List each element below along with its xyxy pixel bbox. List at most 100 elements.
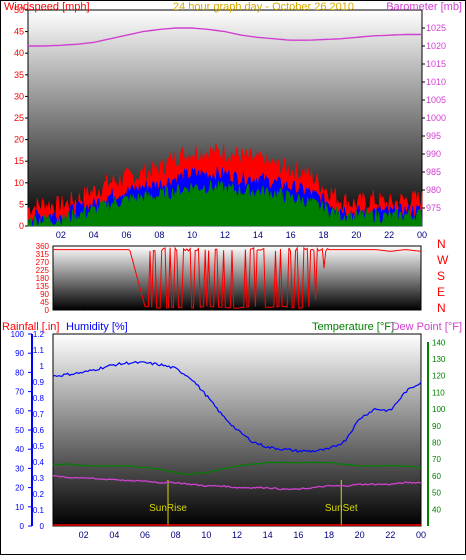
barometer-tick-label: 995 [426,131,441,141]
rainfall-tick-label: 0.4 [33,458,45,467]
bottom-x-tick-label: 20 [355,530,365,540]
barometer-tick-label: 980 [426,185,441,195]
barometer-tick-label: 1005 [426,95,446,105]
compass-direction-label: W [437,253,449,267]
rainfall-tick-label: 1.2 [33,330,45,339]
temperature-tick-label: 50 [432,489,441,498]
chart-title: 24 hour graph day - October 26 2010 [173,1,354,13]
bottom-x-tick-label: 10 [201,530,211,540]
top-x-tick-label: 12 [220,230,230,240]
humidity-tick-label: 50 [15,426,24,435]
direction-tick-label: 180 [36,274,50,283]
temperature-tick-label: 110 [432,388,445,397]
windspeed-tick-label: 45 [14,27,24,37]
humidity-tick-label: 60 [15,407,24,416]
windspeed-tick-label: 50 [14,5,24,15]
windspeed-tick-label: 10 [14,178,24,188]
direction-tick-label: 270 [36,258,50,267]
top-x-tick-label: 10 [187,230,197,240]
temperature-tick-label: 100 [432,405,446,414]
windspeed-tick-label: 35 [14,70,24,80]
barometer-tick-label: 1025 [426,23,446,33]
barometer-tick-label: 1010 [426,77,446,87]
rainfall-axis-label: Rainfall [.in] [2,321,59,333]
humidity-tick-label: 10 [15,503,24,512]
humidity-line [52,360,422,454]
compass-direction-label: E [437,285,445,299]
compass-direction-label: S [437,269,445,283]
top-x-tick-label: 14 [253,230,263,240]
humidity-tick-label: 0 [20,522,25,531]
direction-tick-label: 90 [40,290,49,299]
humidity-tick-label: 100 [11,330,25,339]
bottom-x-tick-label: 06 [140,530,150,540]
rainfall-tick-label: 0.1 [33,506,45,515]
bottom-x-tick-label: 04 [109,530,119,540]
top-x-tick-label: 02 [56,230,66,240]
temperature-tick-label: 130 [432,355,446,364]
barometer-axis-label: Barometer [mb] [386,1,462,13]
windspeed-tick-label: 40 [14,48,24,58]
direction-tick-label: 360 [36,242,50,251]
temperature-tick-label: 80 [432,439,441,448]
dewpoint-line [52,474,422,491]
bottom-x-tick-label: 22 [385,530,395,540]
humidity-tick-label: 20 [15,484,24,493]
sunrise-label: SunRise [149,503,187,514]
direction-tick-label: 0 [45,306,50,315]
rainfall-tick-label: 1.1 [33,346,45,355]
rainfall-tick-label: 0.3 [33,474,45,483]
barometer-tick-label: 1000 [426,113,446,123]
temperature-line [52,461,422,476]
rainfall-tick-label: 0.8 [33,394,45,403]
windspeed-tick-label: 20 [14,135,24,145]
top-x-tick-label: 08 [154,230,164,240]
wind-direction-plot-area [52,245,422,311]
top-x-tick-label: 06 [121,230,131,240]
rainfall-tick-label: 1 [40,362,45,371]
temperature-tick-label: 60 [432,472,441,481]
barometer-tick-label: 1015 [426,59,446,69]
rainfall-tick-label: 0.7 [33,410,45,419]
top-x-tick-label: 00 [417,230,427,240]
temperature-tick-label: 70 [432,455,441,464]
dewpoint-axis-label: Dew Point [°F] [392,321,462,333]
direction-tick-label: 225 [36,266,50,275]
windspeed-tick-label: 30 [14,91,24,101]
bottom-x-tick-label: 08 [171,530,181,540]
top-x-tick-label: 18 [318,230,328,240]
temperature-tick-label: 90 [432,422,441,431]
humidity-tick-label: 80 [15,368,24,377]
direction-tick-label: 45 [40,298,49,307]
compass-direction-label: N [437,237,446,251]
bottom-x-tick-label: 16 [293,530,303,540]
bottom-x-tick-label: 14 [263,530,273,540]
bottom-x-tick-label: 02 [79,530,89,540]
barometer-tick-label: 990 [426,149,441,159]
humidity-axis-label: Humidity [%] [66,321,128,333]
humidity-tick-label: 30 [15,464,24,473]
windspeed-tick-label: 5 [19,199,24,209]
humidity-tick-label: 90 [15,349,24,358]
rainfall-tick-label: 0.9 [33,378,45,387]
direction-tick-label: 135 [36,282,50,291]
bottom-x-tick-label: 00 [416,530,426,540]
temperature-tick-label: 120 [432,372,446,381]
top-x-tick-label: 20 [351,230,361,240]
windspeed-tick-label: 0 [19,221,24,231]
rainfall-tick-label: 0.5 [33,442,45,451]
temperature-axis-label: Temperature [°F] [312,321,394,333]
rainfall-tick-label: 0.6 [33,426,45,435]
barometer-tick-label: 975 [426,203,441,213]
rainfall-tick-label: 0.2 [33,490,45,499]
windspeed-tick-label: 25 [14,113,24,123]
barometer-tick-label: 985 [426,167,441,177]
windspeed-tick-label: 15 [14,156,24,166]
sunset-label: SunSet [325,503,358,514]
bottom-x-tick-label: 12 [232,530,242,540]
top-x-tick-label: 16 [286,230,296,240]
humidity-tick-label: 70 [15,388,24,397]
temperature-tick-label: 140 [432,338,446,347]
barometer-tick-label: 1020 [426,41,446,51]
